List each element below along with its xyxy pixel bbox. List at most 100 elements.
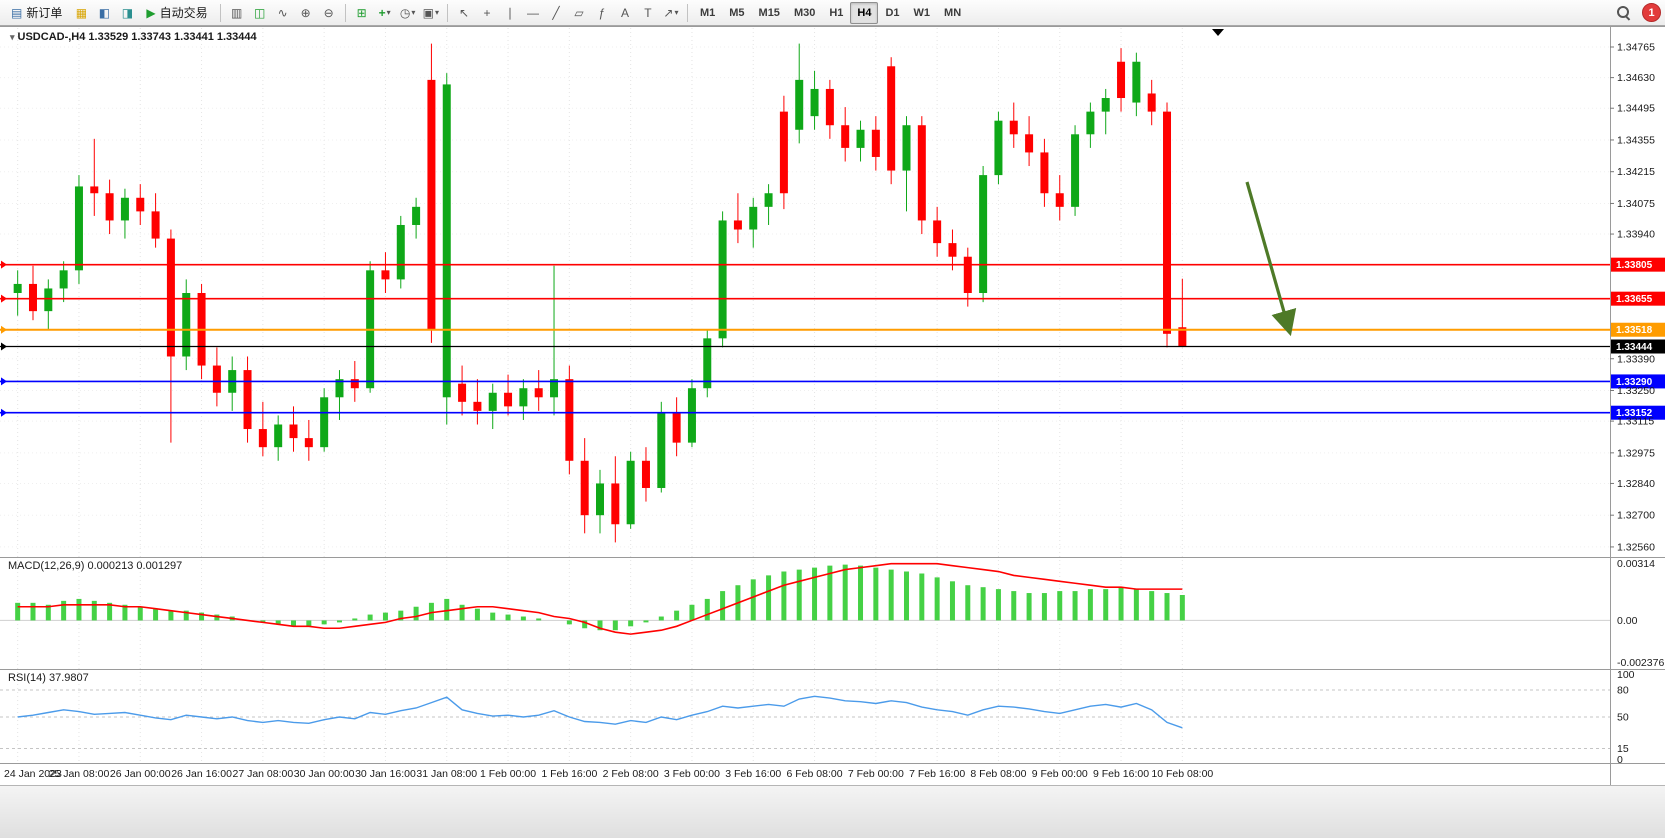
svg-text:1.34765: 1.34765 <box>1617 42 1655 54</box>
line-chart-icon: ∿ <box>277 5 288 20</box>
bar-chart-icon: ▥ <box>230 5 243 20</box>
periods-button[interactable]: ◷ ▾ <box>397 2 419 24</box>
window-bottom-area <box>0 785 1665 838</box>
text-tool-button[interactable]: A <box>614 2 636 24</box>
svg-text:0: 0 <box>1617 754 1623 766</box>
timeframe-button-h4[interactable]: H4 <box>850 1 879 24</box>
tile-windows-icon: ⊞ <box>356 5 367 20</box>
template-icon: ▣ <box>422 5 434 20</box>
tile-windows-button[interactable]: ⊞ <box>351 2 373 24</box>
zoom-out-icon: ⊖ <box>323 5 334 20</box>
current-price-line-left-marker <box>1 342 7 351</box>
auto-trading-label: 自动交易 <box>159 6 208 20</box>
svg-text:9 Feb 16:00: 9 Feb 16:00 <box>1093 768 1149 780</box>
svg-text:8 Feb 08:00: 8 Feb 08:00 <box>970 768 1026 780</box>
timeframe-button-w1[interactable]: W1 <box>907 2 938 24</box>
svg-text:1.32975: 1.32975 <box>1617 447 1655 459</box>
svg-text:1 Feb 00:00: 1 Feb 00:00 <box>480 768 536 780</box>
svg-text:100: 100 <box>1617 669 1635 681</box>
svg-text:7 Feb 16:00: 7 Feb 16:00 <box>909 768 965 780</box>
timeframe-button-m15[interactable]: M15 <box>752 2 787 24</box>
crosshair-tool-button[interactable]: + <box>476 2 498 24</box>
zoom-in-button[interactable]: ⊕ <box>295 2 317 24</box>
horizontal-lines: 1.33805 1.33655 1.33518 1.33444 1.33290 1.331… <box>0 257 1665 420</box>
toolbar-separator <box>219 3 221 22</box>
rsi-indicator-label: RSI(14) 37.9807 <box>8 672 89 684</box>
clock-icon: ◷ <box>399 5 411 20</box>
terminal-icon: ◨ <box>121 5 134 20</box>
market-watch-button[interactable]: ▦ <box>70 2 92 24</box>
terminal-button[interactable]: ◨ <box>116 2 138 24</box>
down-trend-arrow-annotation[interactable] <box>1245 181 1297 337</box>
label-tool-button[interactable]: T <box>637 2 659 24</box>
timeframe-button-m1[interactable]: M1 <box>693 2 722 24</box>
support-line-1-price-tag <box>1611 374 1665 389</box>
chart-shift-marker[interactable] <box>1212 29 1224 36</box>
candlestick-chart-icon: ◫ <box>253 5 266 20</box>
chart-menu-icon[interactable]: ▾ <box>10 32 15 42</box>
svg-text:1.33115: 1.33115 <box>1617 416 1654 428</box>
timeframe-button-h1[interactable]: H1 <box>822 2 850 24</box>
templates-button[interactable]: ▣ ▾ <box>420 2 442 24</box>
notification-badge[interactable]: 1 <box>1642 3 1661 22</box>
svg-text:1.34215: 1.34215 <box>1617 166 1655 178</box>
market-watch-icon: ▦ <box>75 5 88 20</box>
svg-text:15: 15 <box>1617 743 1629 755</box>
svg-text:0.00: 0.00 <box>1617 615 1638 627</box>
new-order-icon: ▤ <box>11 5 23 20</box>
trendline-icon: ╱ <box>552 5 560 20</box>
candlestick-series <box>13 43 1187 543</box>
price-axis: 1.34765 1.34630 1.34495 1.34355 1.34215 1.340… <box>1610 42 1655 553</box>
chart-title: ▾ USDCAD-,H4 1.33529 1.33743 1.33441 1.33… <box>10 31 257 43</box>
timeframe-button-d1[interactable]: D1 <box>878 2 906 24</box>
candlestick-chart-button[interactable]: ◫ <box>249 2 271 24</box>
svg-text:30 Jan 00:00: 30 Jan 00:00 <box>294 768 355 780</box>
crosshair-icon: + <box>483 5 491 20</box>
chevron-down-icon: ▾ <box>386 8 391 17</box>
channel-tool-button[interactable]: ▱ <box>568 2 590 24</box>
chevron-down-icon: ▾ <box>411 8 416 17</box>
bar-chart-button[interactable]: ▥ <box>226 2 248 24</box>
zoom-out-button[interactable]: ⊖ <box>318 2 340 24</box>
fibonacci-tool-button[interactable]: ƒ <box>591 2 613 24</box>
cursor-tool-button[interactable]: ↖ <box>453 2 475 24</box>
auto-trading-button[interactable]: ▶ 自动交易 <box>139 2 214 24</box>
pivot-orange-line-price-tag <box>1611 322 1665 337</box>
navigator-button[interactable]: ◧ <box>93 2 115 24</box>
chevron-down-icon: ▾ <box>674 8 679 17</box>
timeframe-button-m30[interactable]: M30 <box>787 2 822 24</box>
vertical-line-tool-button[interactable]: ∣ <box>499 2 521 24</box>
search-button[interactable] <box>1613 2 1635 24</box>
arrows-tool-button[interactable]: ↗ ▾ <box>660 2 682 24</box>
indicators-button[interactable]: + ▾ <box>374 2 396 24</box>
horizontal-line-tool-button[interactable]: ― <box>522 2 544 24</box>
svg-text:25 Jan 08:00: 25 Jan 08:00 <box>49 768 110 780</box>
resistance-line-1-price-text: 1.33805 <box>1616 260 1653 271</box>
new-order-button[interactable]: ▤ 新订单 <box>4 2 69 24</box>
text-icon: A <box>620 5 629 20</box>
resistance-line-1-left-marker <box>1 260 7 269</box>
svg-text:1 Feb 16:00: 1 Feb 16:00 <box>541 768 597 780</box>
svg-text:31 Jan 08:00: 31 Jan 08:00 <box>416 768 477 780</box>
svg-text:-0.002376: -0.002376 <box>1617 657 1664 669</box>
svg-text:3 Feb 16:00: 3 Feb 16:00 <box>725 768 781 780</box>
svg-text:80: 80 <box>1617 685 1629 697</box>
svg-text:9 Feb 00:00: 9 Feb 00:00 <box>1032 768 1088 780</box>
svg-text:1.32700: 1.32700 <box>1617 510 1655 522</box>
svg-text:2 Feb 08:00: 2 Feb 08:00 <box>603 768 659 780</box>
chart-title-text: USDCAD-,H4 1.33529 1.33743 1.33441 1.334… <box>17 31 257 43</box>
line-chart-button[interactable]: ∿ <box>272 2 294 24</box>
svg-text:1.34630: 1.34630 <box>1617 72 1655 84</box>
timeframe-button-m5[interactable]: M5 <box>722 2 751 24</box>
gridlines <box>0 28 1610 762</box>
svg-text:24 Jan 2023: 24 Jan 2023 <box>4 768 62 780</box>
svg-text:26 Jan 00:00: 26 Jan 00:00 <box>110 768 171 780</box>
indicators-plus-icon: + <box>378 5 386 20</box>
svg-text:1.33940: 1.33940 <box>1617 229 1655 241</box>
macd-panel: 0.00314 0.00 -0.002376 <box>0 558 1664 669</box>
trendline-tool-button[interactable]: ╱ <box>545 2 567 24</box>
timeframe-button-mn[interactable]: MN <box>937 2 968 24</box>
support-line-1-price-text: 1.33290 <box>1616 377 1653 388</box>
